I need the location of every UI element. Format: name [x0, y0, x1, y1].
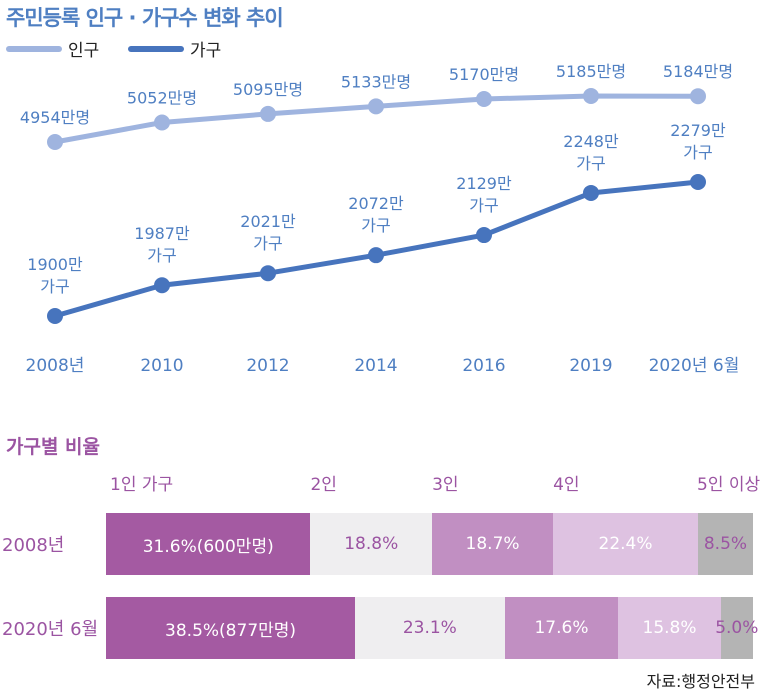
source-note: 자료:행정안전부 — [646, 672, 755, 691]
data-label-households-4: 2129만 가구 — [456, 174, 512, 215]
bar-segment-0-4: 8.5% — [697, 513, 753, 575]
x-tick-label-1: 2010 — [140, 356, 183, 376]
bar-segment-0-3: 22.4% — [553, 513, 698, 575]
bar-segment-label-0-3: 22.4% — [598, 534, 653, 554]
legend-label-population: 인구 — [68, 41, 100, 61]
bar-segment-0-2: 18.7% — [432, 513, 554, 575]
x-tick-label-5: 2019 — [569, 356, 612, 376]
bar-segment-1-4: 5.0% — [715, 597, 758, 659]
data-label-population-3: 5133만명 — [341, 72, 411, 91]
category-label-1: 2인 — [310, 475, 337, 495]
x-tick-label-3: 2014 — [354, 356, 397, 376]
point-population-2 — [260, 105, 276, 122]
data-label-households-5: 2248만 가구 — [563, 132, 619, 173]
data-label-population-0: 4954만명 — [20, 108, 90, 127]
category-label-0: 1인 가구 — [110, 475, 174, 495]
legend-item-population: 인구 — [6, 36, 99, 61]
data-label-households-0: 1900만 가구 — [27, 255, 83, 296]
bar-segment-1-0: 38.5%(877만명) — [106, 597, 356, 659]
bar-segment-label-1-0: 38.5%(877만명) — [165, 620, 297, 641]
data-label-households-6: 2279만 가구 — [670, 121, 726, 162]
data-label-households-2: 2021만 가구 — [240, 212, 296, 253]
bar-segment-0-0: 31.6%(600만명) — [106, 513, 311, 575]
point-households-3 — [368, 247, 384, 264]
bar-segment-label-1-4: 5.0% — [715, 618, 759, 638]
legend-swatch-population — [6, 45, 62, 52]
point-households-4 — [476, 227, 492, 244]
bar-segment-0-1: 18.8% — [310, 513, 433, 575]
bar-segment-1-2: 17.6% — [504, 597, 619, 659]
point-population-6 — [690, 88, 706, 105]
bar-segment-label-0-2: 18.7% — [465, 534, 520, 554]
data-label-population-4: 5170만명 — [449, 65, 519, 84]
bar-segment-label-0-4: 8.5% — [703, 534, 748, 554]
row-label-1: 2020년 6월 — [2, 619, 99, 640]
data-label-population-1: 5052만명 — [127, 88, 197, 107]
point-households-1 — [154, 277, 170, 294]
x-tick-label-2: 2012 — [246, 356, 289, 376]
point-population-4 — [476, 90, 492, 107]
bar-segment-label-1-2: 17.6% — [534, 618, 589, 638]
legend-label-households: 가구 — [190, 41, 222, 61]
category-label-3: 4인 — [553, 475, 580, 495]
category-label-4: 5인 이상 — [697, 475, 761, 495]
point-households-6 — [690, 174, 706, 190]
chart-title: 주민등록 인구 · 가구수 변화 추이 — [6, 6, 284, 30]
data-label-population-6: 5184만명 — [663, 62, 733, 81]
point-population-1 — [154, 114, 170, 131]
bar-segment-1-3: 15.8% — [618, 597, 721, 659]
bar-segment-label-0-1: 18.8% — [344, 534, 399, 554]
point-households-2 — [260, 265, 276, 282]
bar-segment-label-1-1: 23.1% — [402, 618, 457, 638]
bar-row-0: 31.6%(600만명) 18.8% 18.7% 22.4% 8.5% — [106, 513, 753, 575]
point-population-5 — [583, 88, 599, 104]
bar-segment-label-1-3: 15.8% — [642, 618, 697, 638]
point-population-3 — [368, 98, 384, 115]
line-chart: 4954만명 5052만명 5095만명 5133만명 5170만명 5185만명 5184… — [20, 62, 740, 376]
legend-item-households: 가구 — [128, 36, 221, 61]
point-households-0 — [47, 308, 63, 324]
bar-segment-1-1: 23.1% — [355, 597, 505, 659]
bar-row-1: 38.5%(877만명) 23.1% 17.6% 15.8% 5.0% — [106, 597, 758, 659]
point-households-5 — [583, 184, 599, 201]
data-label-households-1: 1987만 가구 — [134, 224, 190, 265]
data-label-population-2: 5095만명 — [233, 80, 303, 99]
category-label-2: 3인 — [432, 475, 459, 495]
row-label-0: 2008년 — [2, 535, 65, 556]
bar-segment-label-0-0: 31.6%(600만명) — [142, 536, 274, 557]
x-tick-label-4: 2016 — [462, 356, 505, 376]
data-label-households-3: 2072만 가구 — [348, 194, 404, 235]
x-tick-label-0: 2008년 — [26, 356, 85, 376]
data-label-population-5: 5185만명 — [556, 62, 626, 81]
legend-swatch-households — [128, 45, 184, 52]
bar-chart-title: 가구별 비율 — [6, 436, 101, 458]
x-tick-label-6: 2020년 6월 — [649, 356, 740, 376]
point-population-0 — [47, 134, 63, 150]
